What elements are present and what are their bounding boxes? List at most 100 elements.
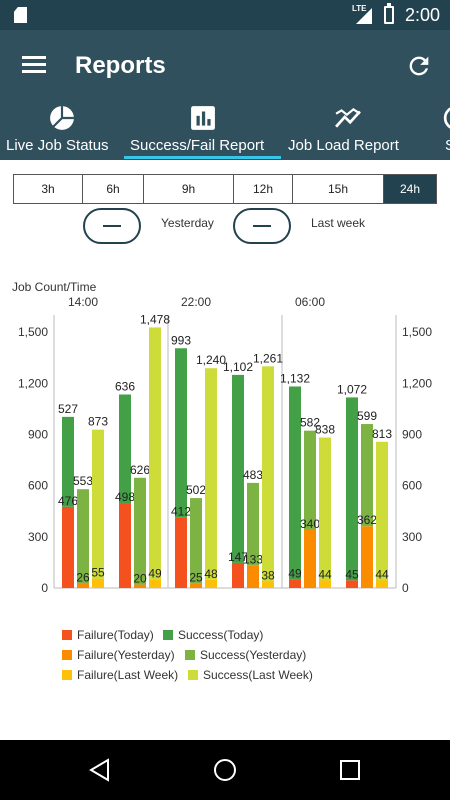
legend-swatch xyxy=(185,650,195,660)
page-title: Reports xyxy=(75,52,166,79)
yesterday-toggle[interactable] xyxy=(83,208,141,244)
app-bar: Reports xyxy=(0,30,450,102)
legend-item-failure-today: Failure(Today) xyxy=(62,628,154,642)
back-icon[interactable] xyxy=(88,758,112,782)
sd-card-icon xyxy=(14,7,27,23)
tab-label: S xyxy=(445,137,450,154)
y-tick-label-right: 1,500 xyxy=(402,325,432,339)
bar-value-label: 582 xyxy=(300,416,320,430)
pie-chart-icon xyxy=(50,106,74,130)
legend-label: Failure(Yesterday) xyxy=(77,648,175,662)
bar-value-label: 1,072 xyxy=(337,382,367,396)
tab-indicator xyxy=(124,156,281,159)
legend-label: Success(Last Week) xyxy=(203,668,313,682)
bar-segment-success xyxy=(247,482,259,566)
bar-failure-label: 55 xyxy=(91,566,105,580)
bar-segment-success xyxy=(361,424,373,527)
y-tick-label-left: 0 xyxy=(41,581,48,595)
refresh-icon[interactable] xyxy=(405,52,433,80)
legend-item-success-today: Success(Today) xyxy=(163,628,263,642)
bar-failure-label: 44 xyxy=(318,567,332,581)
tab-partial[interactable]: S xyxy=(415,102,450,160)
bar-segment-failure xyxy=(92,578,104,588)
recents-icon[interactable] xyxy=(338,758,362,782)
bar-value-label: 873 xyxy=(88,415,108,429)
bar-segment-failure xyxy=(262,581,274,588)
bar-segment-success xyxy=(119,394,131,504)
bar-failure-label: 44 xyxy=(375,567,389,581)
battery-icon xyxy=(384,3,394,24)
bar-chart-icon xyxy=(191,106,215,130)
bar-failure-label: 25 xyxy=(189,571,203,585)
bar-segment-success xyxy=(175,348,187,518)
y-tick-label-left: 1,200 xyxy=(18,376,48,390)
bar-value-label: 1,478 xyxy=(140,312,170,326)
bar-value-label: 813 xyxy=(372,427,392,441)
range-15h-button[interactable]: 15h xyxy=(293,175,384,203)
bar-segment-success xyxy=(149,327,161,580)
bar-failure-label: 498 xyxy=(115,490,135,504)
tab-live-job-status[interactable]: Live Job Status xyxy=(0,102,124,160)
chart-title: Job Count/Time xyxy=(12,280,97,294)
bar-failure-label: 147 xyxy=(228,550,248,564)
last-week-label: Last week xyxy=(311,216,366,230)
status-bar: LTE 2:00 xyxy=(0,0,450,30)
tab-label: Success/Fail Report xyxy=(130,137,265,154)
bar-segment-success xyxy=(205,368,217,580)
y-tick-label-right: 1,200 xyxy=(402,376,432,390)
bar-failure-label: 49 xyxy=(288,567,302,581)
bar-failure-label: 45 xyxy=(345,567,359,581)
legend-swatch xyxy=(62,650,72,660)
y-tick-label-left: 1,500 xyxy=(18,325,48,339)
range-24h-button[interactable]: 24h xyxy=(384,175,436,203)
bar-value-label: 599 xyxy=(357,409,377,423)
home-icon[interactable] xyxy=(213,758,237,782)
system-nav-bar xyxy=(0,740,450,800)
bar-segment-success xyxy=(62,416,74,507)
bar-segment-success xyxy=(232,374,244,563)
bar-segment-failure xyxy=(190,583,202,588)
bar-segment-success xyxy=(134,477,146,585)
bar-value-label: 553 xyxy=(73,474,93,488)
tab-job-load-report[interactable]: Job Load Report xyxy=(281,102,415,160)
network-type: LTE xyxy=(352,4,367,13)
partial-tab-icon xyxy=(443,107,450,129)
bar-segment-failure xyxy=(149,579,161,588)
bar-segment-failure xyxy=(205,579,217,588)
range-12h-button[interactable]: 12h xyxy=(234,175,293,203)
legend-label: Failure(Today) xyxy=(77,628,154,642)
legend-label: Success(Today) xyxy=(178,628,264,642)
bar-value-label: 1,261 xyxy=(253,351,283,365)
y-tick-label-left: 900 xyxy=(28,427,48,441)
range-3h-button[interactable]: 3h xyxy=(14,175,83,203)
bar-failure-label: 476 xyxy=(58,494,78,508)
bar-segment-failure xyxy=(319,580,331,588)
bar-value-label: 527 xyxy=(58,402,78,416)
bar-value-label: 483 xyxy=(243,468,263,482)
range-9h-button[interactable]: 9h xyxy=(144,175,234,203)
bar-segment-failure xyxy=(62,506,74,588)
last-week-toggle[interactable] xyxy=(233,208,291,244)
bar-value-label: 838 xyxy=(315,423,335,437)
bar-failure-label: 340 xyxy=(300,517,320,531)
bar-value-label: 993 xyxy=(171,333,191,347)
bar-failure-label: 20 xyxy=(133,572,147,586)
bar-segment-failure xyxy=(346,580,358,588)
time-range-selector: 3h 6h 9h 12h 15h 24h xyxy=(13,174,437,204)
bar-value-label: 502 xyxy=(186,483,206,497)
legend-item-success-yesterday: Success(Yesterday) xyxy=(185,648,306,662)
bar-segment-failure xyxy=(304,529,316,588)
top-axis-label: 14:00 xyxy=(68,295,98,309)
tab-label: Job Load Report xyxy=(288,137,399,154)
bar-failure-label: 48 xyxy=(204,567,218,581)
bar-segment-failure xyxy=(247,565,259,588)
tab-success-fail-report[interactable]: Success/Fail Report xyxy=(124,102,281,160)
menu-icon[interactable] xyxy=(22,56,46,74)
yesterday-label: Yesterday xyxy=(161,216,214,230)
y-tick-label-right: 600 xyxy=(402,479,422,493)
bar-segment-success xyxy=(376,441,388,581)
bar-segment-success xyxy=(319,437,331,581)
bar-value-label: 1,102 xyxy=(223,360,253,374)
bar-failure-label: 26 xyxy=(76,571,90,585)
range-6h-button[interactable]: 6h xyxy=(83,175,144,203)
